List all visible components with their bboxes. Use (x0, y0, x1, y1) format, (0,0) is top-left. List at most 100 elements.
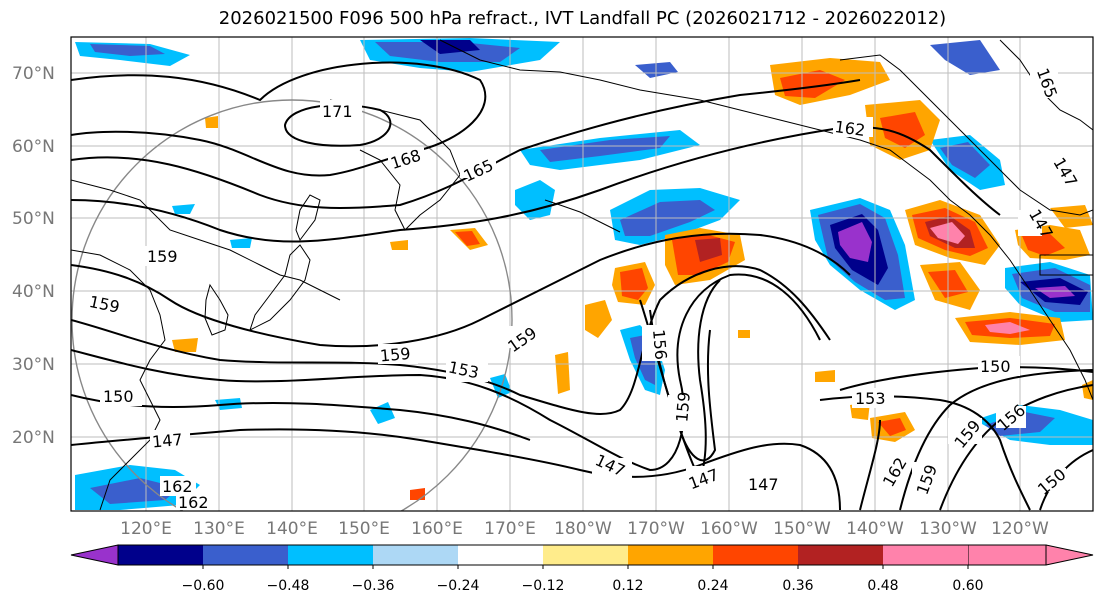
contour-162-east (859, 419, 881, 511)
colorbar-tick-label: 0.48 (867, 578, 898, 594)
lat-label: 40°N (12, 282, 55, 302)
colorbar-tick-label: −0.60 (182, 578, 225, 594)
colorbar-extend-max (967, 544, 1094, 566)
lon-label: 170°E (484, 519, 536, 539)
coastline (544, 199, 621, 233)
lon-label: 150°W (773, 519, 831, 539)
anomaly-region-positive (815, 370, 835, 382)
coastline (204, 283, 229, 336)
contour-trough-inner (649, 309, 717, 462)
contour-153 (71, 273, 821, 472)
lat-label: 50°N (12, 209, 55, 229)
contour-label: 162 (162, 477, 193, 496)
lat-label: 70°N (12, 64, 55, 84)
coastline (1039, 254, 1093, 276)
anomaly-region-positive (455, 231, 480, 246)
anomaly-region-positive (738, 330, 750, 338)
anomaly-region-negative (420, 40, 480, 54)
anomaly-region-positive (172, 338, 198, 352)
anomaly-region-negative (540, 136, 670, 162)
longitude-labels: 120°E 130°E 140°E 150°E 160°E 170°E 180°… (120, 519, 1049, 539)
contour-171 (283, 104, 392, 147)
anomaly-region-positive (880, 112, 925, 148)
lon-label: 120°W (991, 519, 1049, 539)
map-frame (70, 36, 1094, 512)
lon-label: 180°W (554, 519, 612, 539)
anomaly-region-negative (370, 402, 395, 424)
coastline (329, 99, 461, 231)
anomaly-region-negative (90, 478, 180, 504)
contour-label: 162 (833, 117, 866, 140)
colorbar-segment (798, 545, 883, 565)
contour-label: 147 (151, 430, 183, 452)
lat-label: 60°N (12, 137, 55, 157)
colorbar-tick-label: 0.60 (952, 578, 983, 594)
lat-label: 20°N (12, 428, 55, 448)
coastline (819, 129, 1093, 401)
anomaly-region-negative (940, 142, 990, 178)
colorbar-tick-label: −0.48 (267, 578, 310, 594)
colorbar-extend-min (70, 544, 119, 566)
colorbar-segment (203, 545, 288, 565)
contour-label: 159 (147, 247, 178, 266)
anomaly-region-negative (1035, 286, 1075, 298)
contour-162 (71, 126, 1001, 243)
lat-label: 30°N (12, 355, 55, 375)
anomaly-region-negative (230, 238, 252, 248)
lon-label: 120°E (120, 519, 172, 539)
coastline (71, 249, 166, 511)
coastline (71, 179, 341, 301)
shaded-anomaly-layer (75, 38, 1093, 510)
contour-label: 159 (379, 344, 411, 366)
coastline (439, 39, 821, 131)
colorbar-segment (883, 545, 968, 565)
anomaly-region-positive (1050, 205, 1093, 228)
lon-label: 140°E (266, 519, 318, 539)
contour-label: 162 (178, 493, 209, 512)
colorbar-tick-label: −0.24 (437, 578, 480, 594)
lon-label: 130°W (919, 519, 977, 539)
anomaly-region-positive (695, 238, 722, 262)
contour-159 (71, 232, 851, 348)
contour-165 (71, 79, 861, 209)
colorbar-segment (628, 545, 713, 565)
contour-156 (71, 265, 831, 416)
colorbar-tick-label: 0.36 (782, 578, 813, 594)
lon-label: 160°W (700, 519, 758, 539)
coastline (295, 194, 321, 242)
contour-label: 147 (748, 475, 779, 494)
lon-label: 130°E (193, 519, 245, 539)
colorbar-segment (373, 545, 458, 565)
contour-label: 150 (980, 357, 1011, 376)
contour-label: 150 (103, 387, 134, 406)
colorbar-segment (713, 545, 798, 565)
contour-label: 159 (672, 391, 694, 423)
lon-label: 170°W (627, 519, 685, 539)
anomaly-region-positive (555, 352, 570, 394)
colorbar-segment (458, 545, 543, 565)
contour-159-east (899, 369, 1093, 511)
lon-label: 160°E (411, 519, 463, 539)
contour-150-east (839, 366, 1093, 391)
figure-title: 2026021500 F096 500 hPa refract., IVT La… (218, 8, 947, 29)
anomaly-region-positive (780, 70, 845, 98)
anomaly-region-positive (620, 268, 648, 300)
colorbar: −0.60 −0.48 −0.36 −0.24 −0.12 0.12 0.24 … (70, 544, 1094, 594)
contour-label: 171 (322, 102, 353, 121)
colorbar-segment (543, 545, 628, 565)
colorbar-tick-label: 0.24 (697, 578, 728, 594)
anomaly-region-positive (878, 418, 906, 436)
anomaly-region-positive (985, 322, 1030, 334)
coastline (839, 54, 1093, 216)
colorbar-tick-label: −0.12 (522, 578, 565, 594)
colorbar-segment (118, 545, 203, 565)
lon-label: 140°W (846, 519, 904, 539)
contour-label: 156 (649, 329, 671, 361)
coastline (999, 39, 1093, 131)
anomaly-region-positive (205, 116, 218, 128)
coastline (249, 244, 311, 331)
anomaly-region-negative (515, 180, 555, 220)
colorbar-outline (117, 544, 1047, 566)
anomaly-region-positive (1022, 232, 1065, 256)
